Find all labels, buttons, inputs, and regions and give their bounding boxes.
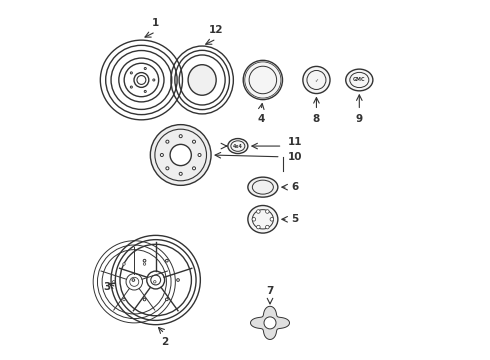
Circle shape	[166, 298, 168, 301]
Ellipse shape	[248, 177, 278, 197]
Text: 3: 3	[104, 282, 111, 292]
Circle shape	[123, 263, 125, 265]
Circle shape	[166, 167, 169, 170]
Text: 11: 11	[288, 138, 302, 148]
Text: 4x4: 4x4	[233, 144, 243, 149]
Circle shape	[193, 140, 196, 143]
Circle shape	[177, 279, 179, 282]
Text: 6: 6	[292, 182, 299, 192]
Circle shape	[130, 72, 132, 74]
Ellipse shape	[150, 125, 211, 185]
Circle shape	[193, 167, 196, 170]
Ellipse shape	[188, 65, 216, 95]
Text: ✓: ✓	[315, 77, 318, 82]
Circle shape	[270, 217, 273, 221]
Text: 8: 8	[313, 114, 320, 124]
Circle shape	[130, 86, 132, 88]
Text: 5: 5	[292, 214, 299, 224]
Circle shape	[179, 172, 182, 175]
Ellipse shape	[303, 66, 330, 94]
Circle shape	[143, 298, 146, 301]
Circle shape	[166, 140, 169, 143]
Ellipse shape	[243, 60, 283, 100]
Circle shape	[170, 144, 191, 166]
Circle shape	[144, 67, 147, 69]
Text: 9: 9	[356, 114, 363, 124]
Circle shape	[252, 217, 256, 221]
Circle shape	[144, 90, 147, 93]
Circle shape	[113, 280, 115, 283]
Circle shape	[160, 153, 163, 157]
Circle shape	[198, 153, 201, 157]
Ellipse shape	[346, 69, 373, 91]
Text: 12: 12	[209, 25, 223, 35]
Text: 2: 2	[161, 337, 168, 347]
Text: GMC: GMC	[353, 77, 366, 82]
Text: 1: 1	[152, 18, 159, 28]
Text: 10: 10	[288, 152, 302, 162]
Circle shape	[257, 210, 260, 213]
Circle shape	[143, 298, 146, 301]
Circle shape	[166, 259, 168, 262]
Ellipse shape	[248, 206, 278, 233]
Circle shape	[123, 298, 125, 301]
Text: 4: 4	[257, 114, 265, 124]
Circle shape	[266, 210, 269, 213]
Ellipse shape	[228, 139, 248, 154]
Circle shape	[257, 225, 260, 229]
Circle shape	[132, 279, 135, 282]
Text: 7: 7	[267, 286, 274, 296]
Polygon shape	[250, 306, 290, 339]
Circle shape	[143, 259, 146, 262]
Circle shape	[143, 263, 146, 265]
Circle shape	[264, 317, 276, 329]
Circle shape	[179, 135, 182, 138]
Circle shape	[153, 79, 155, 81]
Circle shape	[266, 225, 269, 229]
Circle shape	[153, 280, 156, 283]
